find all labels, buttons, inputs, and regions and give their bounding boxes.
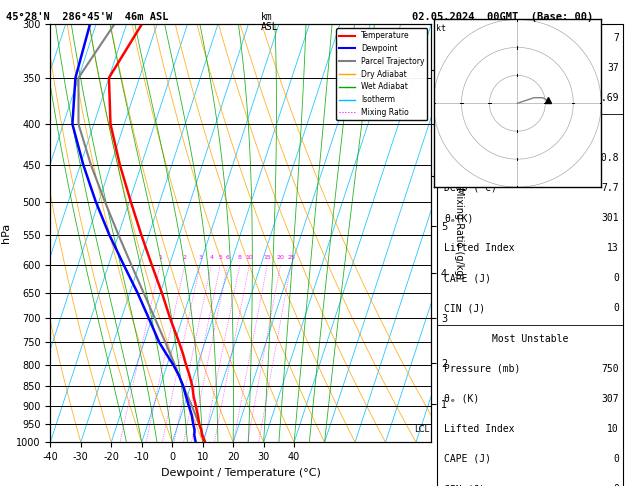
Text: θₑ(K): θₑ(K) <box>444 213 474 223</box>
Text: 20: 20 <box>277 255 284 260</box>
Text: 8: 8 <box>238 255 242 260</box>
Text: CIN (J): CIN (J) <box>444 484 486 486</box>
Text: CAPE (J): CAPE (J) <box>444 454 491 464</box>
Text: 10: 10 <box>245 255 253 260</box>
Text: 10.8: 10.8 <box>596 153 619 163</box>
Text: km: km <box>261 12 273 22</box>
Text: 750: 750 <box>601 364 619 374</box>
Text: Surface: Surface <box>509 123 550 133</box>
Text: 5: 5 <box>218 255 222 260</box>
Text: 0: 0 <box>613 454 619 464</box>
Text: 4: 4 <box>209 255 213 260</box>
Text: Lifted Index: Lifted Index <box>444 424 515 434</box>
Text: Pressure (mb): Pressure (mb) <box>444 364 521 374</box>
Text: 25: 25 <box>287 255 295 260</box>
Text: 02.05.2024  00GMT  (Base: 00): 02.05.2024 00GMT (Base: 00) <box>412 12 593 22</box>
Text: 2: 2 <box>183 255 187 260</box>
Text: 0: 0 <box>613 303 619 313</box>
Text: 15: 15 <box>264 255 271 260</box>
Text: θₑ (K): θₑ (K) <box>444 394 479 404</box>
Text: Most Unstable: Most Unstable <box>492 333 568 344</box>
Text: 1: 1 <box>159 255 162 260</box>
Text: K: K <box>444 33 450 43</box>
Text: CAPE (J): CAPE (J) <box>444 274 491 283</box>
Text: Totals Totals: Totals Totals <box>444 63 521 73</box>
X-axis label: Dewpoint / Temperature (°C): Dewpoint / Temperature (°C) <box>161 468 321 478</box>
Legend: Temperature, Dewpoint, Parcel Trajectory, Dry Adiabat, Wet Adiabat, Isotherm, Mi: Temperature, Dewpoint, Parcel Trajectory… <box>337 28 428 120</box>
Text: 37: 37 <box>607 63 619 73</box>
Y-axis label: Mixing Ratio (g/kg): Mixing Ratio (g/kg) <box>454 187 464 279</box>
Text: 45°28'N  286°45'W  46m ASL: 45°28'N 286°45'W 46m ASL <box>6 12 169 22</box>
Y-axis label: hPa: hPa <box>1 223 11 243</box>
Text: 307: 307 <box>601 394 619 404</box>
Text: Lifted Index: Lifted Index <box>444 243 515 253</box>
Text: 7: 7 <box>613 33 619 43</box>
Text: LCL: LCL <box>415 425 430 434</box>
Text: ASL: ASL <box>261 22 279 32</box>
Text: 0: 0 <box>613 484 619 486</box>
Text: 6: 6 <box>226 255 230 260</box>
Text: 10: 10 <box>607 424 619 434</box>
Text: 301: 301 <box>601 213 619 223</box>
Text: PW (cm): PW (cm) <box>444 93 486 103</box>
Text: 3: 3 <box>198 255 202 260</box>
Text: Temp (°C): Temp (°C) <box>444 153 497 163</box>
Text: 0: 0 <box>613 274 619 283</box>
Text: CIN (J): CIN (J) <box>444 303 486 313</box>
Text: 7.7: 7.7 <box>601 183 619 193</box>
Text: Dewp (°C): Dewp (°C) <box>444 183 497 193</box>
Text: 1.69: 1.69 <box>596 93 619 103</box>
Text: kt: kt <box>437 24 447 33</box>
Text: 13: 13 <box>607 243 619 253</box>
